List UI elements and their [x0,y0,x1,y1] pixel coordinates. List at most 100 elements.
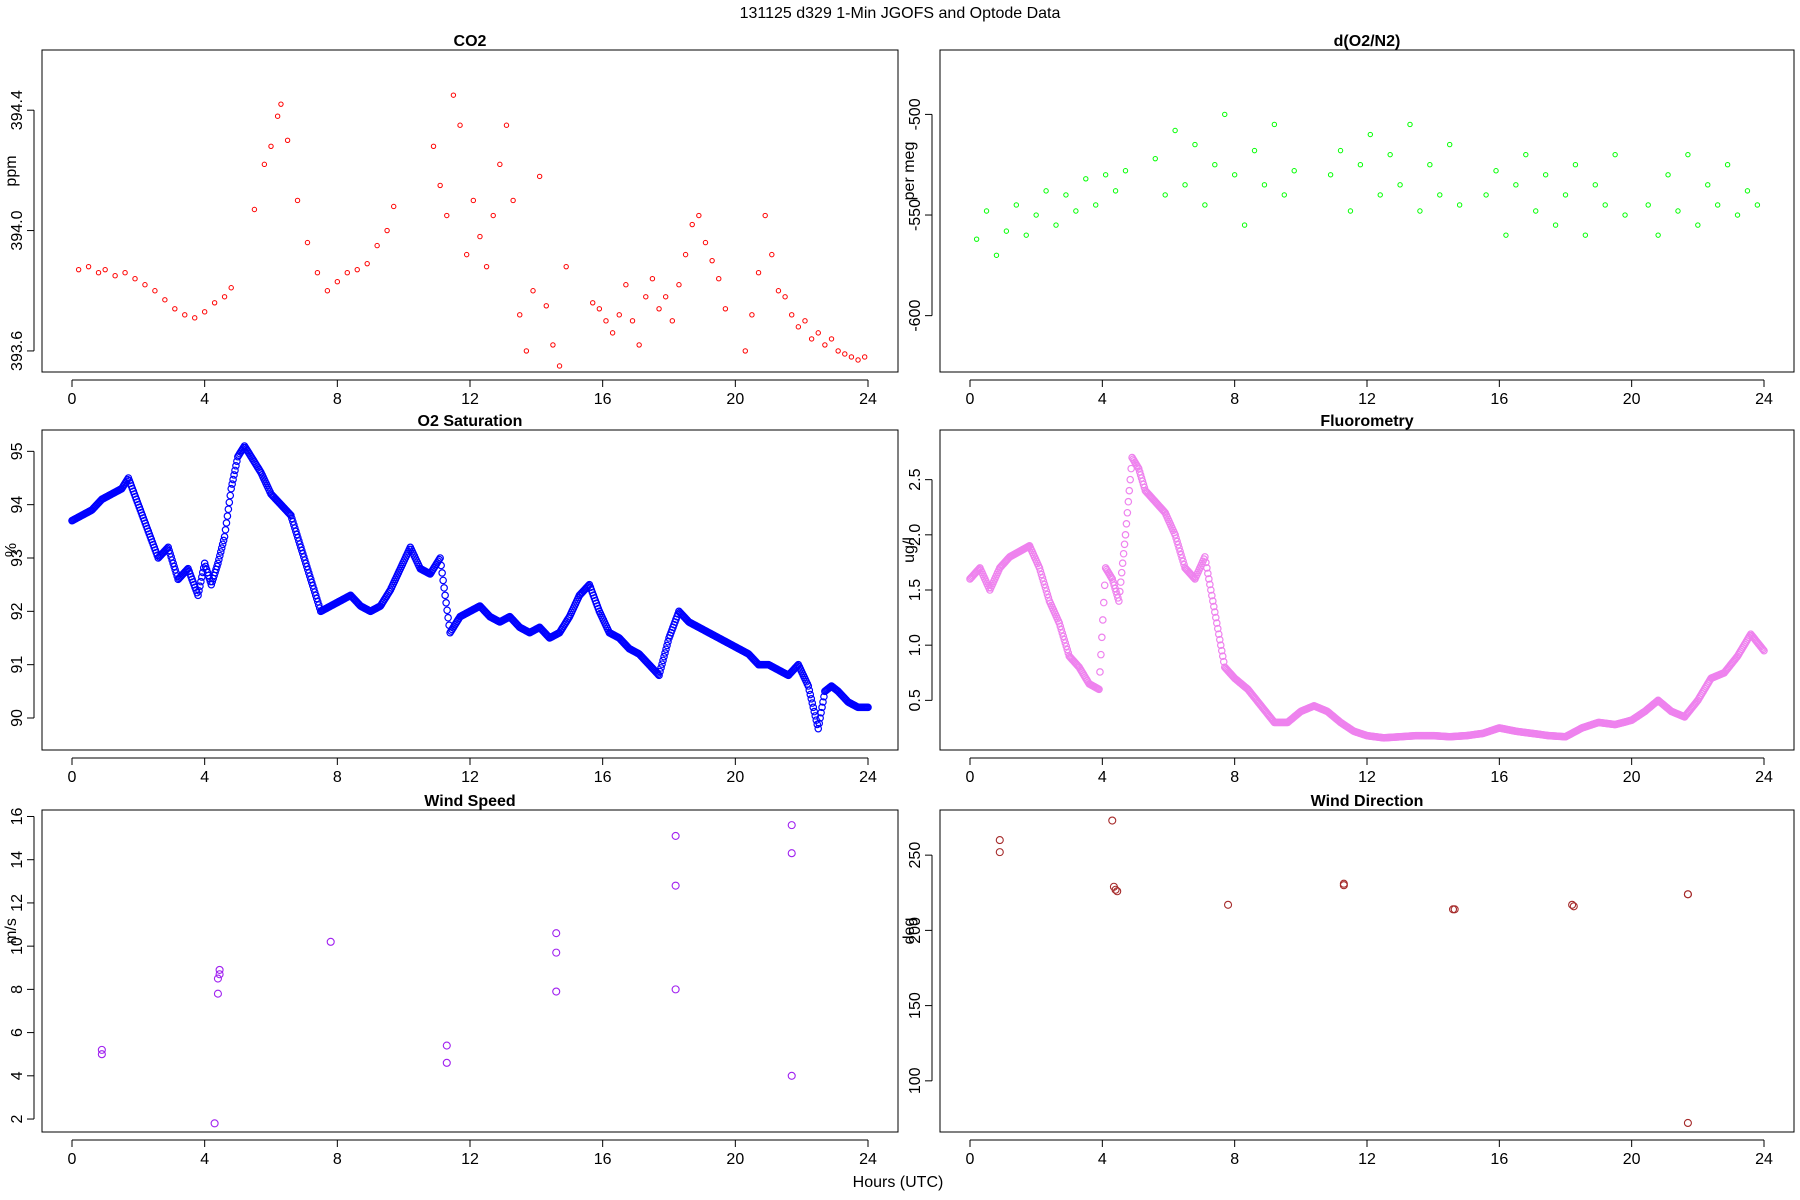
fluor-point [1178,554,1186,562]
o2sat-point [444,613,452,622]
fluor-point [1219,657,1228,666]
co2-point [470,197,477,204]
fluor-point [1174,540,1182,549]
winddir-x-tick-label: 16 [1490,1151,1508,1168]
windspeed-point [97,1050,106,1059]
co2-point [450,92,457,98]
windspeed-y-tick-label: 6 [9,1028,26,1037]
fluor-point [1099,616,1107,624]
do2n2-point [1754,202,1761,208]
windspeed-y-tick-label: 8 [9,985,26,994]
fluor-point [1037,570,1046,579]
windspeed-point [787,849,796,858]
do2n2-point [1281,192,1287,198]
fluor-point [1097,650,1105,659]
co2-point [102,266,108,273]
o2sat-point [225,498,234,507]
co2-point [75,266,82,273]
do2n2-point [1357,162,1364,168]
fluor-point [1116,578,1125,586]
windspeed-point [442,1041,451,1050]
o2sat-point [214,559,222,568]
o2sat-point [657,664,665,672]
fluor-point [1216,641,1225,649]
winddir-point [1224,900,1233,909]
do2n2-point [1397,182,1403,188]
fluor-point [1213,624,1222,633]
co2-point [742,348,748,354]
o2sat-y-tick-label: 90 [9,709,26,727]
do2n2-point [1645,202,1651,208]
o2sat-point [222,519,231,527]
do2n2-point [1744,188,1751,194]
do2n2-point [1523,151,1529,158]
o2sat-point [197,577,205,586]
do2n2-point [1271,121,1278,128]
do2n2-point [1367,131,1374,138]
do2n2-point [1407,121,1413,128]
o2sat-point [226,491,235,500]
co2-point [294,197,301,204]
fluor-y-tick-label: 1.5 [907,579,924,601]
do2n2-point [1612,151,1618,158]
do2n2-point [1542,172,1549,178]
co2-point [530,288,536,294]
fluor-point [1176,547,1184,556]
co2-point [848,354,855,360]
windspeed-point [552,987,561,996]
fluor-point [1041,583,1050,592]
do2n2-point [1592,182,1598,188]
fluor-point [1211,608,1219,616]
winddir-y-tick-label: 150 [907,992,924,1019]
co2-point [182,312,188,318]
windspeed-point [213,974,222,983]
o2sat-point [809,703,818,712]
co2-point [221,294,228,300]
do2n2-x-tick-label: 16 [1490,391,1508,408]
o2sat-point [438,569,446,577]
co2-point [172,306,178,312]
windspeed-x-tick-label: 8 [333,1151,342,1168]
co2-point [261,161,268,168]
fluor-point [1063,645,1072,654]
do2n2-point [1427,162,1433,168]
o2-saturation-panel: O2 Saturation% 0 4 8 12 16 20 24 90 91 92 93 94 95 [3,413,899,786]
co2-x-tick-label: 24 [859,391,877,408]
co2-point [629,318,636,324]
windspeed-x-tick-label: 16 [594,1151,612,1168]
fluor-point [1203,564,1211,572]
do2n2-x-tick-label: 12 [1358,391,1376,408]
winddir-point [1450,905,1459,914]
winddir-y-tick-label: 250 [907,842,924,869]
do2n2-point [1483,192,1489,198]
fluor-point [1177,550,1185,559]
do2n2-point [1655,232,1661,238]
co2-point [755,269,762,276]
o2sat-point [439,576,447,585]
co2-point [444,212,450,219]
do2n2-point [1337,147,1344,154]
o2sat-y-tick-label: 91 [9,656,26,674]
co2-point [556,363,563,369]
co2-point [457,122,463,128]
winddir-y-axis-label: deg [901,918,918,945]
o2sat-point [864,703,872,712]
co2-point [477,233,483,240]
o2sat-point [229,475,237,484]
o2sat-point [217,544,226,552]
do2n2-point [1003,228,1010,234]
o2sat-point [815,719,823,728]
do2n2-y-axis-label: per meg [901,142,918,201]
co2-point [517,312,523,318]
co2-point [662,294,669,300]
o2sat-point [441,591,449,600]
co2-point [861,354,868,360]
do2n2-point [1172,127,1178,134]
co2-point [656,306,662,312]
fluor-point [1121,531,1130,539]
winddir-x-tick-label: 8 [1230,1151,1239,1168]
do2n2-y-tick-label: -600 [907,300,924,332]
fluor-x-tick-label: 4 [1098,769,1107,786]
co2-x-tick-label: 16 [594,391,612,408]
fluor-point [1171,531,1179,539]
